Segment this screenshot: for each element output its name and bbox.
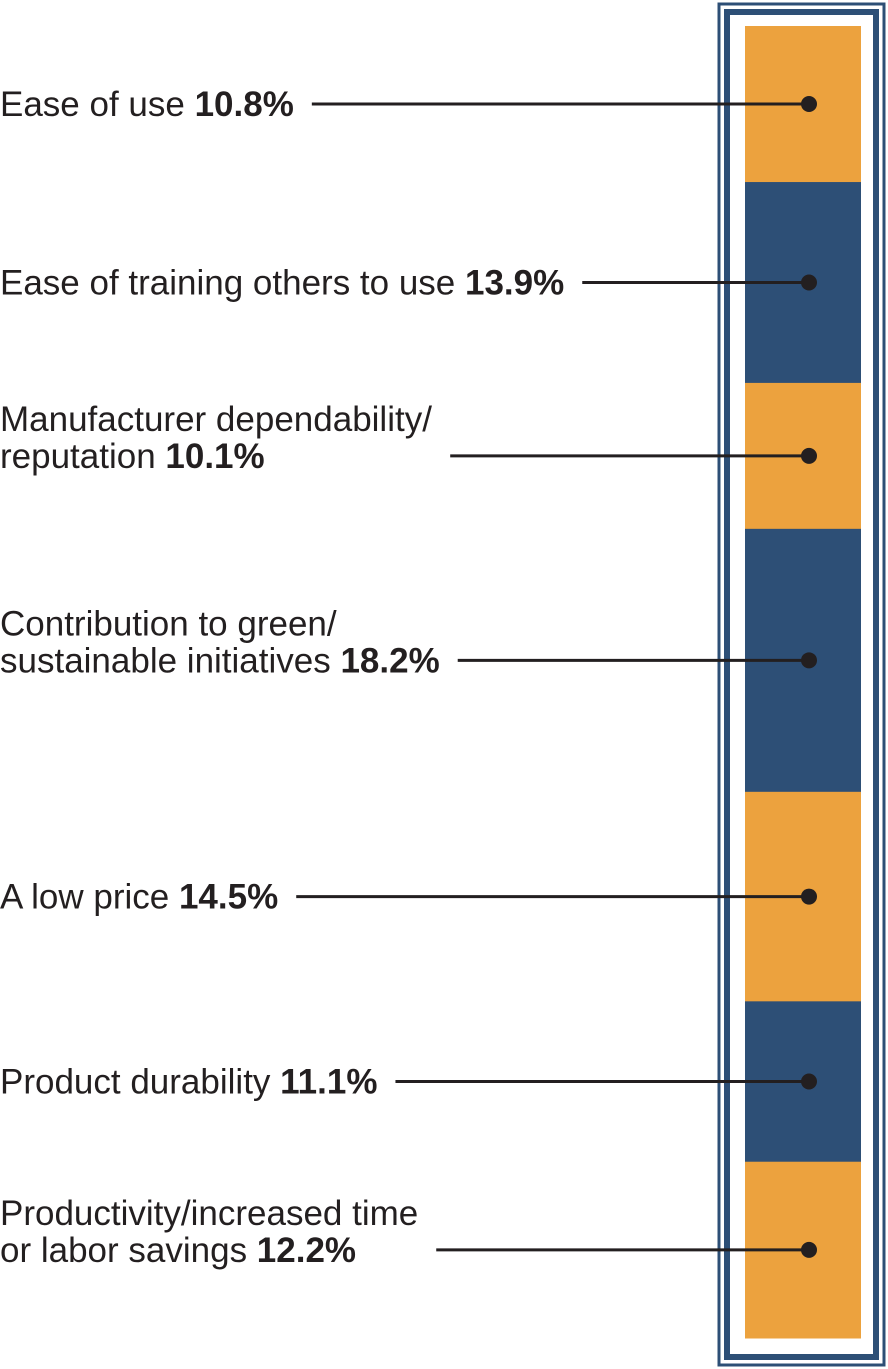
leader-dot-4 xyxy=(801,652,817,669)
leader-dot-2 xyxy=(801,274,817,291)
segment-value-3: 10.1% xyxy=(165,437,264,476)
segment-label-1: Ease of use 10.8% xyxy=(0,85,294,124)
bar-segments xyxy=(745,26,861,1339)
segment-label-7: Productivity/increased time or labor savi… xyxy=(0,1194,418,1270)
segment-label-3: Manufacturer dependability/reputation 10… xyxy=(0,400,432,476)
segment-value-1: 10.8% xyxy=(195,85,294,124)
leader-dot-3 xyxy=(801,447,817,464)
segment-label-2: Ease of training others to use 13.9% xyxy=(0,263,564,302)
leader-dot-5 xyxy=(801,888,817,905)
frame-outer xyxy=(717,2,886,1367)
segment-value-6: 11.1% xyxy=(280,1063,377,1102)
leader-dot-1 xyxy=(801,96,817,113)
segment-value-5: 14.5% xyxy=(179,878,278,917)
segment-label-4: Contribution to green/sustainable initia… xyxy=(0,604,440,680)
leader-dot-7 xyxy=(801,1241,817,1258)
segment-labels: Ease of use 10.8% Ease of training others… xyxy=(0,85,817,1270)
segment-value-7: 12.2% xyxy=(257,1231,356,1270)
segment-label-6: Product durability 11.1% xyxy=(0,1063,377,1102)
leader-dot-6 xyxy=(801,1073,817,1090)
segment-value-2: 13.9% xyxy=(465,263,564,302)
segment-label-5: A low price 14.5% xyxy=(0,878,278,917)
segment-value-4: 18.2% xyxy=(340,641,439,680)
frame-inner xyxy=(724,9,879,1360)
